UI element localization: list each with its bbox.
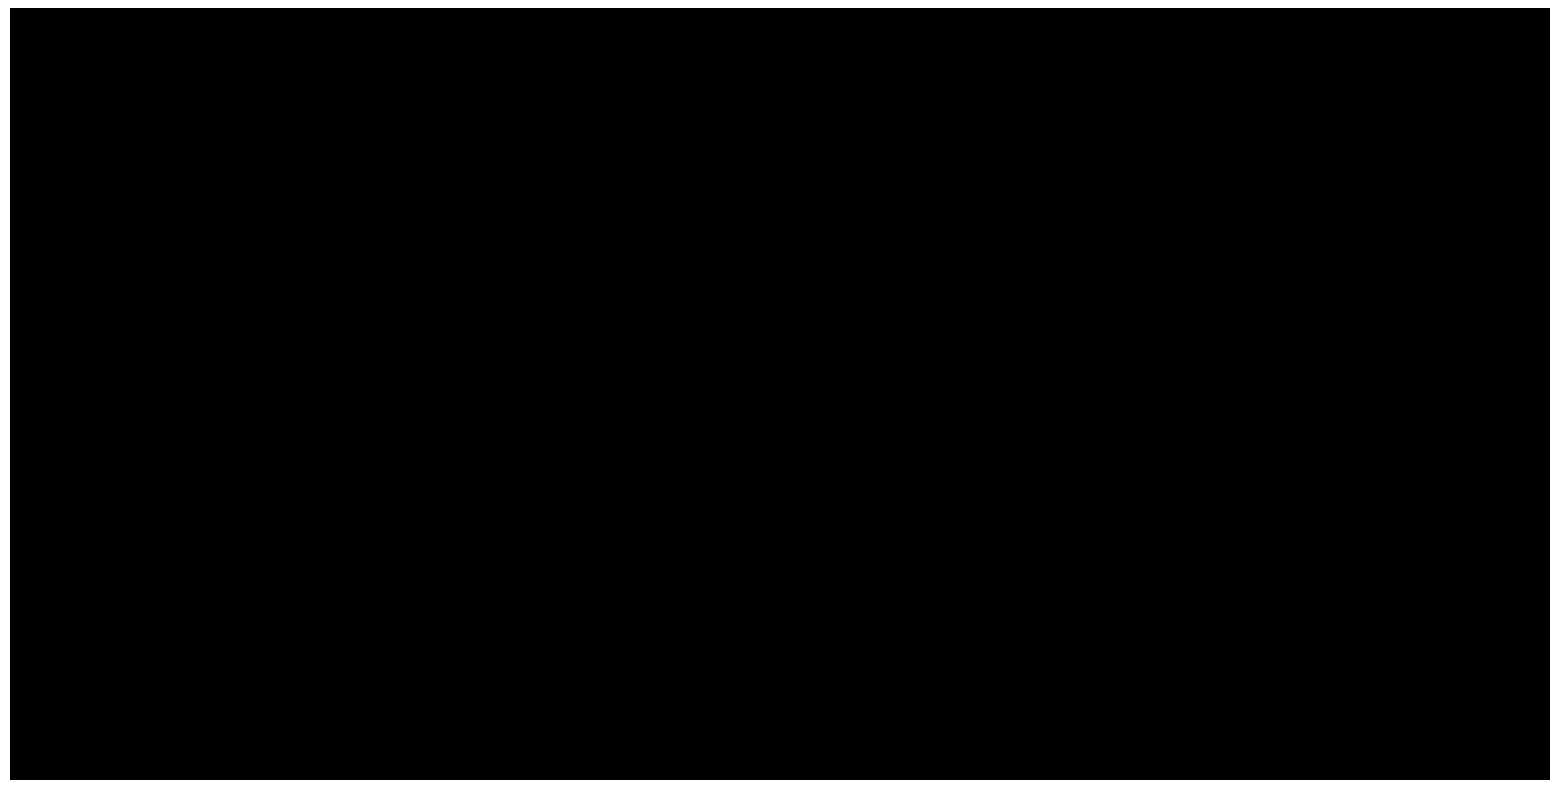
word-cloud	[10, 8, 1550, 780]
